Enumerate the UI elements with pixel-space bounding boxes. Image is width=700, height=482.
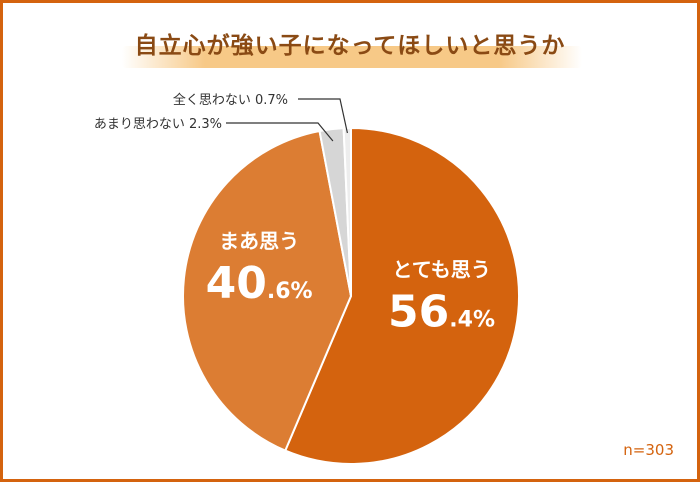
slice-label-1: まあ思う: [219, 229, 299, 253]
outside-label-3: 全く思わない 0.7%: [173, 92, 288, 108]
chart-title: 自立心が強い子になってほしいと思うか: [134, 33, 566, 59]
pie-slice-0: [283, 126, 520, 465]
leader-line-3: [298, 98, 349, 134]
outside-label-2: あまり思わない 2.3%: [94, 117, 222, 132]
pie-slice-1: [182, 129, 353, 452]
leader-line-2: [226, 122, 334, 142]
sample-size-label: n=303: [623, 441, 674, 459]
slice-value-0: 56.4%: [388, 286, 495, 337]
slice-label-0: とても思う: [392, 257, 490, 281]
pie-slice-3: [342, 126, 352, 297]
slice-value-1: 40.6%: [206, 258, 313, 309]
title-highlight: [122, 46, 582, 68]
